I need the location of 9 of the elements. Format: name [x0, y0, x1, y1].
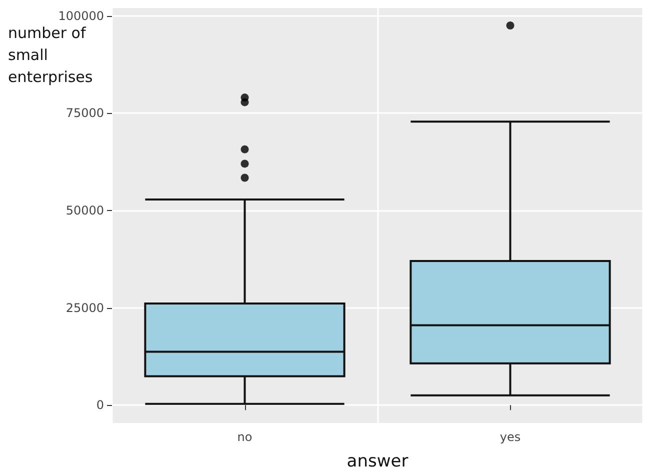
y-tick-label: 0	[96, 398, 104, 412]
y-tick-label: 50000	[66, 203, 104, 218]
y-tick-label: 100000	[58, 8, 104, 23]
y-tick-label: 25000	[66, 300, 104, 315]
x-tick-label: no	[237, 430, 252, 444]
x-axis-title: answer	[346, 452, 408, 472]
x-tick-label: yes	[500, 430, 521, 444]
y-axis-title: number of small enterprises	[8, 24, 93, 86]
y-tick-label: 75000	[66, 106, 104, 120]
